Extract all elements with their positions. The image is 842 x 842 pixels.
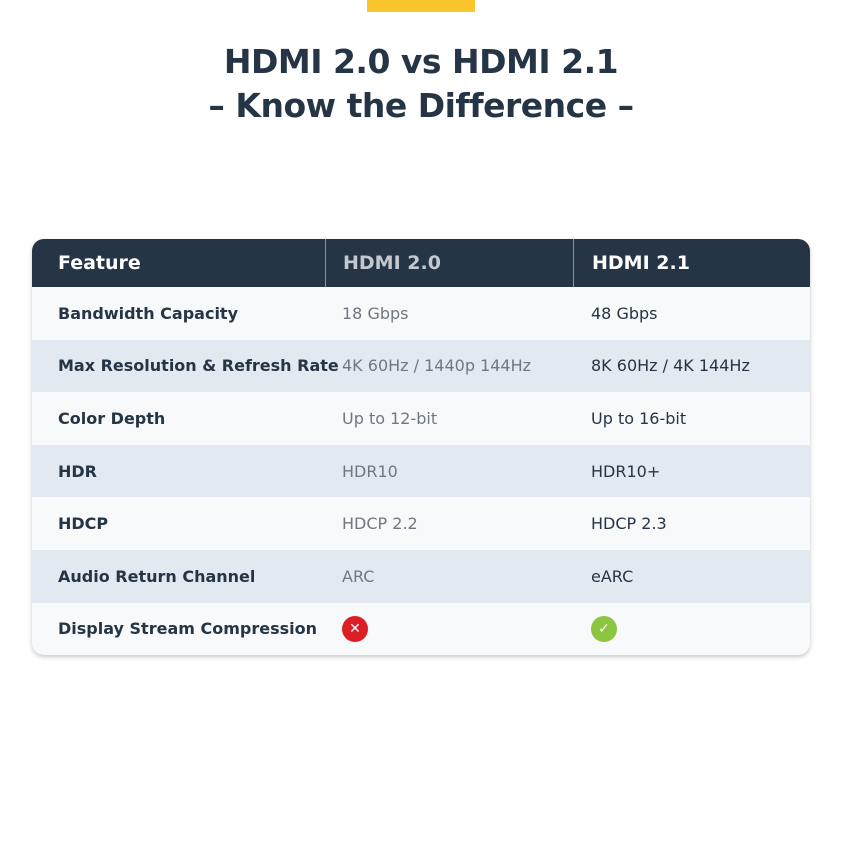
feature-cell: Display Stream Compression xyxy=(58,619,317,639)
feature-cell: Bandwidth Capacity xyxy=(58,303,238,323)
value-cell: ✕ xyxy=(325,603,573,656)
feature-cell: HDR xyxy=(58,461,97,481)
title-line-1: HDMI 2.0 vs HDMI 2.1 xyxy=(223,42,619,81)
value-cell: eARC xyxy=(591,566,634,586)
x-circle-icon: ✕ xyxy=(342,615,368,642)
value-cell: 8K 60Hz / 4K 144Hz xyxy=(591,356,750,376)
value-cell: HDR10 xyxy=(342,461,398,481)
table-row: HDR HDR10 HDR10+ xyxy=(32,444,810,498)
value-cell: HDCP 2.3 xyxy=(591,514,667,534)
feature-cell: Max Resolution & Refresh Rate xyxy=(58,356,339,376)
value-cell: Up to 12-bit xyxy=(342,408,438,428)
accent-bar xyxy=(367,0,475,12)
table-row: Max Resolution & Refresh Rate 4K 60Hz / 1… xyxy=(32,339,810,393)
value-cell: ✓ xyxy=(573,603,810,656)
header-cell: HDMI 2.0 xyxy=(325,239,573,287)
value-cell: 4K 60Hz / 1440p 144Hz xyxy=(342,356,532,376)
feature-cell: HDCP xyxy=(58,514,109,534)
value-cell: ARC xyxy=(342,566,375,586)
table-row: Audio Return Channel ARC eARC xyxy=(32,549,810,603)
table-row: HDCP HDCP 2.2 HDCP 2.3 xyxy=(32,497,810,550)
check-circle-icon: ✓ xyxy=(591,615,617,642)
value-cell: Up to 16-bit xyxy=(591,408,687,428)
title-line-2: – Know the Difference – xyxy=(208,86,634,125)
feature-cell: Audio Return Channel xyxy=(58,566,256,586)
table-row: Color Depth Up to 12-bit Up to 16-bit xyxy=(32,392,810,445)
table-header: Feature HDMI 2.0 HDMI 2.1 xyxy=(32,239,810,287)
page-title: HDMI 2.0 vs HDMI 2.1 – Know the Differen… xyxy=(0,40,842,128)
table-row: Display Stream Compression ✕ ✓ xyxy=(32,603,810,656)
table-row: Bandwidth Capacity 18 Gbps 48 Gbps xyxy=(32,287,810,340)
header-cell: HDMI 2.1 xyxy=(573,239,810,287)
value-cell: HDR10+ xyxy=(591,461,661,481)
feature-cell: Color Depth xyxy=(58,408,166,428)
value-cell: 48 Gbps xyxy=(591,303,658,323)
value-cell: 18 Gbps xyxy=(342,303,409,323)
value-cell: HDCP 2.2 xyxy=(342,514,418,534)
header-cell: Feature xyxy=(58,252,141,274)
comparison-table: Feature HDMI 2.0 HDMI 2.1 Bandwidth Capacit… xyxy=(32,239,810,656)
